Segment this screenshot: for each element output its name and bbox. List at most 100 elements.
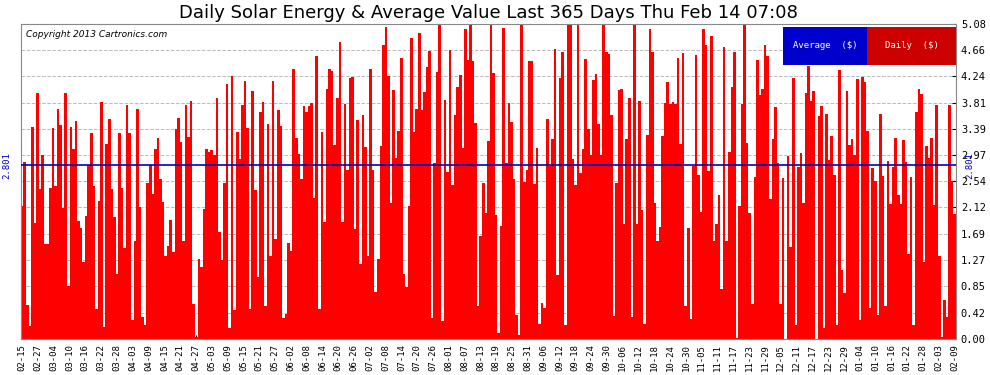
Bar <box>559 78 561 339</box>
Bar <box>423 92 426 339</box>
Bar <box>98 201 100 339</box>
Bar <box>400 58 403 339</box>
Bar <box>331 71 334 339</box>
Bar <box>513 179 516 339</box>
Bar <box>431 318 434 339</box>
Bar <box>247 128 248 339</box>
Bar <box>531 61 534 339</box>
Bar <box>656 241 658 339</box>
Bar <box>456 87 459 339</box>
Bar <box>628 98 631 339</box>
Bar <box>876 315 879 339</box>
Bar <box>771 139 774 339</box>
Bar <box>459 75 461 339</box>
Bar <box>603 24 605 339</box>
Bar <box>708 171 710 339</box>
Bar <box>856 79 858 339</box>
Bar <box>492 73 495 339</box>
Bar <box>321 132 323 339</box>
Bar <box>44 244 47 339</box>
Bar <box>69 127 72 339</box>
Bar <box>64 93 67 339</box>
Bar <box>239 159 242 339</box>
Bar <box>495 215 497 339</box>
Bar <box>592 80 595 339</box>
Bar <box>369 69 372 339</box>
Bar <box>751 304 753 339</box>
Bar <box>329 69 331 339</box>
Bar <box>889 204 892 339</box>
Bar <box>108 119 111 339</box>
Bar <box>713 241 715 339</box>
Bar <box>308 106 310 339</box>
Bar <box>479 236 482 339</box>
Bar <box>623 224 626 339</box>
Bar <box>900 204 902 339</box>
Bar <box>516 315 518 339</box>
Bar <box>298 154 300 339</box>
FancyBboxPatch shape <box>783 27 867 65</box>
Bar <box>918 89 920 339</box>
Bar <box>266 124 269 339</box>
Bar <box>923 262 926 339</box>
Bar <box>769 199 771 339</box>
Bar <box>382 45 385 339</box>
Bar <box>248 309 251 339</box>
Bar <box>348 78 351 339</box>
Bar <box>323 222 326 339</box>
Bar <box>500 226 503 339</box>
Bar <box>882 176 884 339</box>
Text: Daily  ($): Daily ($) <box>885 41 939 50</box>
Bar <box>689 320 692 339</box>
Bar <box>469 24 472 339</box>
Bar <box>940 336 943 339</box>
Bar <box>826 114 828 339</box>
Bar <box>858 320 861 339</box>
Bar <box>695 54 697 339</box>
Bar <box>600 155 603 339</box>
Bar <box>305 112 308 339</box>
Bar <box>700 212 702 339</box>
Bar <box>303 106 305 339</box>
Bar <box>677 58 679 339</box>
Bar <box>172 252 174 339</box>
Bar <box>105 144 108 339</box>
Bar <box>464 29 466 339</box>
Bar <box>74 120 77 339</box>
Bar <box>77 221 80 339</box>
Bar <box>134 241 137 339</box>
Bar <box>761 88 764 339</box>
Bar <box>116 274 118 339</box>
Bar <box>290 251 292 339</box>
Bar <box>577 24 579 339</box>
Bar <box>264 306 266 339</box>
Bar <box>948 105 950 339</box>
Bar <box>374 291 377 339</box>
Bar <box>810 101 813 339</box>
Text: Copyright 2013 Cartronics.com: Copyright 2013 Cartronics.com <box>26 30 166 39</box>
Bar <box>831 136 833 339</box>
Bar <box>866 131 869 339</box>
Bar <box>728 152 731 339</box>
Bar <box>569 24 571 339</box>
Bar <box>546 119 548 339</box>
Bar <box>669 104 671 339</box>
Bar <box>164 256 167 339</box>
Bar <box>639 101 641 339</box>
Bar <box>451 185 453 339</box>
Bar <box>674 104 677 339</box>
Bar <box>282 318 285 339</box>
Bar <box>179 142 182 339</box>
Bar <box>920 94 923 339</box>
Bar <box>148 165 151 339</box>
Bar <box>544 308 546 339</box>
Bar <box>124 248 126 339</box>
Bar <box>118 133 121 339</box>
Bar <box>144 325 147 339</box>
Bar <box>931 138 933 339</box>
Bar <box>359 264 361 339</box>
Bar <box>342 222 344 339</box>
Bar <box>879 114 882 339</box>
Bar <box>379 146 382 339</box>
Bar <box>39 189 42 339</box>
